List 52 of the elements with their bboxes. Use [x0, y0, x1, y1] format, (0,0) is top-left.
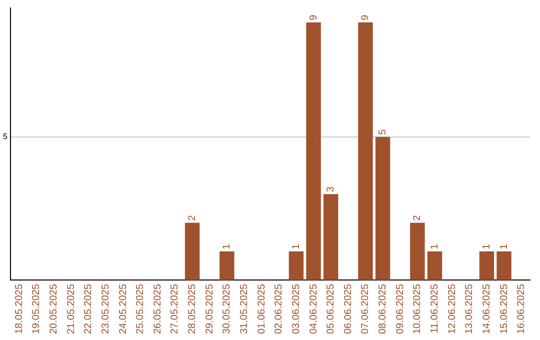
data-label: 3: [326, 186, 337, 192]
x-tick-label: 05.06.2025: [326, 284, 337, 334]
x-tick-label: 20.05.2025: [48, 284, 60, 334]
data-label: 1: [498, 243, 510, 250]
x-tick-label: 06.06.2025: [342, 284, 354, 334]
x-tick-label: 12.06.2025: [446, 284, 458, 334]
x-tick-label: 16.06.2025: [516, 284, 528, 334]
bar: [358, 22, 373, 280]
x-tick-label: 19.05.2025: [31, 284, 42, 334]
x-tick-label: 04.06.2025: [308, 284, 320, 334]
bar: [306, 22, 321, 280]
x-tick-label: 14.06.2025: [481, 284, 492, 334]
x-tick-label: 02.06.2025: [274, 284, 285, 334]
x-tick-label: 25.05.2025: [135, 284, 146, 334]
bar: [288, 251, 304, 280]
data-label: 5: [378, 128, 389, 135]
data-label: 9: [360, 14, 372, 20]
data-label: 2: [412, 214, 424, 221]
bar: [184, 222, 200, 280]
x-tick-label: 23.05.2025: [100, 284, 112, 334]
x-tick-label: 07.06.2025: [360, 284, 372, 334]
x-tick-label: 08.06.2025: [378, 284, 389, 334]
bar: [375, 136, 390, 280]
x-tick-label: 27.05.2025: [170, 284, 181, 334]
data-label: 1: [481, 243, 492, 250]
x-tick-label: 01.06.2025: [256, 284, 268, 334]
data-label: 9: [308, 14, 320, 20]
x-tick-label: 10.06.2025: [412, 284, 424, 334]
x-tick-label: 09.06.2025: [394, 284, 406, 334]
data-label: 1: [290, 243, 302, 250]
x-tick-label: 03.06.2025: [290, 284, 302, 334]
bar: [323, 194, 338, 280]
bar: [427, 251, 442, 280]
x-tick-label: 18.05.2025: [14, 284, 25, 334]
x-tick-label: 29.05.2025: [204, 284, 216, 334]
data-label: 1: [222, 243, 233, 250]
x-tick-label: 22.05.2025: [83, 284, 94, 334]
x-tick-label: 21.05.2025: [66, 284, 77, 334]
x-tick-label: 13.06.2025: [464, 284, 476, 334]
x-tick-label: 11.06.2025: [430, 284, 440, 334]
x-tick-label: 28.05.2025: [187, 284, 198, 334]
data-label: 1: [430, 243, 440, 250]
x-tick-label: 15.06.2025: [498, 284, 510, 334]
x-tick-label: 24.05.2025: [118, 284, 129, 334]
bar: [496, 251, 512, 280]
x-tick-label: 26.05.2025: [152, 284, 164, 334]
data-label: 2: [187, 214, 198, 221]
bar: [220, 251, 234, 280]
x-tick-label: 30.05.2025: [222, 284, 233, 334]
bar: [410, 222, 425, 280]
bar: [479, 251, 494, 280]
x-tick-label: 31.05.2025: [238, 284, 250, 334]
